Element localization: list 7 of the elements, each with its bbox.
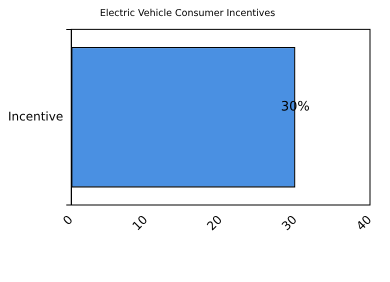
x-tick-label: 10: [130, 212, 150, 234]
x-tick-label: 0: [60, 212, 76, 228]
chart-title: Electric Vehicle Consumer Incentives: [100, 8, 276, 20]
y-tick-label: Incentive: [8, 109, 64, 124]
x-tick-label: 40: [354, 212, 374, 234]
x-tick-label: 30: [278, 212, 300, 234]
x-tick-label: 20: [204, 212, 225, 234]
